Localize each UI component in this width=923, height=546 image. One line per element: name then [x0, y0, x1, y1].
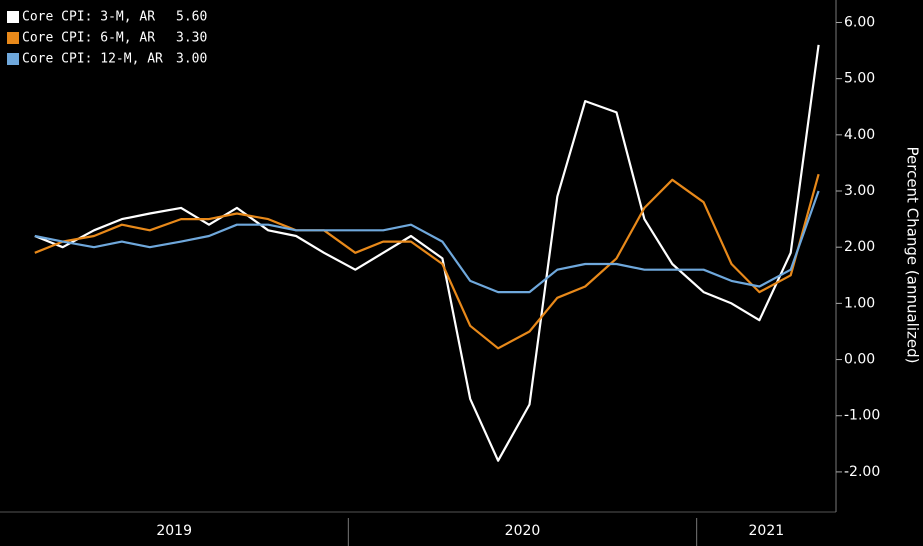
- legend-swatch: [7, 32, 19, 44]
- y-tick-label: 2.00: [844, 239, 875, 255]
- y-tick-label: 6.00: [844, 14, 875, 30]
- y-tick-label: 5.00: [844, 71, 875, 87]
- y-tick-label: 0.00: [844, 352, 875, 368]
- y-tick-label: 3.00: [844, 183, 875, 199]
- legend: Core CPI: 3-M, AR 5.60 Core CPI: 6-M, AR 3.…: [2, 2, 227, 74]
- series-line: [34, 44, 820, 462]
- legend-value: 3.30: [176, 31, 207, 46]
- legend-swatch: [7, 11, 19, 23]
- y-tick-label: 1.00: [844, 295, 875, 311]
- y-tick-label: -1.00: [844, 408, 880, 424]
- legend-label: Core CPI: 6-M, AR: [22, 31, 155, 46]
- legend-value: 3.00: [176, 52, 207, 67]
- legend-box: [2, 2, 227, 74]
- y-axis-label: Percent Change (annualized): [904, 147, 922, 364]
- x-tick-label: 2021: [749, 523, 785, 539]
- x-tick-label: 2020: [505, 523, 541, 539]
- series-line: [34, 173, 820, 350]
- x-tick-label: 2019: [156, 523, 192, 539]
- y-tick-label: -2.00: [844, 464, 880, 480]
- legend-swatch: [7, 53, 19, 65]
- legend-value: 5.60: [176, 10, 207, 25]
- y-tick-label: 4.00: [844, 127, 875, 143]
- legend-label: Core CPI: 3-M, AR: [22, 10, 155, 25]
- series-line: [34, 190, 820, 294]
- legend-label: Core CPI: 12-M, AR: [22, 52, 163, 67]
